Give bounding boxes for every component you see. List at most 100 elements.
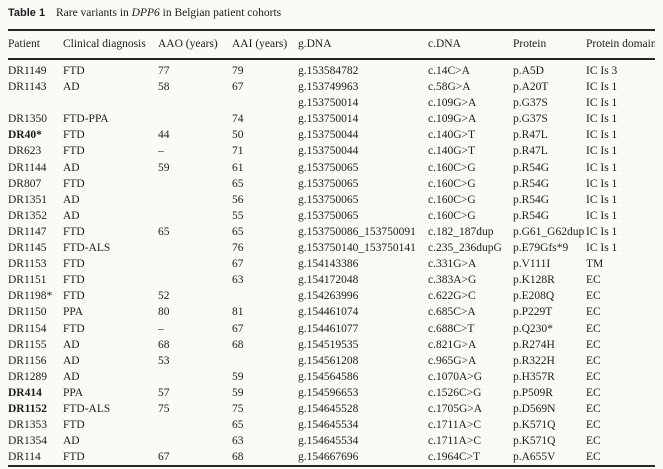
cell-protein: p.K571Q (513, 435, 556, 448)
cell-domain: IC Is 1 (586, 81, 618, 94)
cell-aai: 50 (232, 129, 244, 142)
cell-cdna: c.182_187dup (428, 225, 494, 238)
cell-patient: DR1154 (8, 322, 47, 335)
cell-domain: EC (586, 338, 601, 351)
cell-aao: 67 (158, 451, 170, 464)
cell-cdna: c.821G>A (428, 338, 477, 351)
cell-aao (158, 95, 232, 111)
cell-cdna: c.235_236dupG (428, 242, 502, 255)
cell-aao: 52 (158, 290, 170, 303)
cell-gdna: g.154596653 (298, 386, 359, 399)
cell-cdna: c.622G>C (428, 290, 476, 303)
cell-domain: IC Is 1 (586, 193, 618, 206)
column-header-cdna: c.DNA (428, 29, 513, 60)
cell-aai: 81 (232, 306, 244, 319)
cell-cdna: c.109G>A (428, 97, 477, 110)
cell-gdna: g.154172048 (298, 274, 359, 287)
cell-aao: 53 (158, 354, 170, 367)
cell-gdna: g.153749963 (298, 81, 359, 94)
cell-domain: IC Is 1 (586, 129, 618, 142)
cell-protein: p.R54G (513, 161, 550, 174)
cell-patient: DR1151 (8, 274, 47, 287)
cell-patient: DR623 (8, 145, 42, 158)
cell-cdna: c.1526C>G (428, 386, 482, 399)
cell-protein: p.G37S (513, 97, 548, 110)
cell-aao (158, 256, 232, 272)
cell-patient: DR1150 (8, 306, 47, 319)
cell-aai (232, 95, 298, 111)
cell-gdna: g.154645534 (298, 435, 359, 448)
table-row: DR1150 PPA 80 81 g.154461074 c.685C>A p.P229T E… (8, 304, 655, 320)
cell-aai: 75 (232, 402, 244, 415)
cell-domain: EC (586, 419, 601, 432)
cell-domain: IC Is 1 (586, 225, 618, 238)
cell-gdna: g.154667696 (298, 451, 359, 464)
cell-diagnosis: FTD (63, 258, 85, 271)
cell-patient: DR1354 (8, 435, 47, 448)
cell-patient: DR1153 (8, 258, 47, 271)
cell-diagnosis: AD (63, 435, 80, 448)
cell-domain: IC Is 3 (586, 65, 618, 77)
cell-aai: 74 (232, 113, 244, 126)
cell-diagnosis: FTD (63, 145, 85, 158)
cell-diagnosis: AD (63, 338, 80, 351)
cell-diagnosis: FTD-ALS (63, 402, 111, 415)
cell-domain: EC (586, 402, 601, 415)
cell-gdna: g.153750140_153750141 (298, 242, 416, 255)
table-row: DR1351 AD 56 g.153750065 c.160C>G p.R54G IC Is… (8, 192, 655, 208)
cell-cdna: c.965G>A (428, 354, 477, 367)
cell-gdna: g.154461074 (298, 306, 359, 319)
cell-protein: p.R54G (513, 177, 550, 190)
cell-diagnosis: AD (63, 161, 80, 174)
cell-aao: 59 (158, 161, 170, 174)
cell-gdna: g.154564586 (298, 370, 359, 383)
table-row: DR1154 FTD – 67 g.154461077 c.688C>T p.Q230* EC (8, 321, 655, 337)
cell-aai (232, 353, 298, 369)
cell-domain: IC Is 1 (586, 209, 618, 222)
cell-protein: p.D569N (513, 402, 556, 415)
variants-table: Patient Clinical diagnosis AAO (years) A… (8, 29, 655, 467)
cell-domain: IC Is 1 (586, 242, 618, 255)
cell-aai: 67 (232, 258, 244, 271)
cell-protein: p.H357R (513, 370, 555, 383)
column-header-protein: Protein (513, 29, 586, 60)
table-row: DR1156 AD 53 g.154561208 c.965G>A p.R322H EC (8, 353, 655, 369)
cell-diagnosis: AD (63, 81, 80, 94)
cell-domain: EC (586, 451, 601, 464)
cell-protein: p.E208Q (513, 290, 555, 303)
cell-domain: TM (586, 258, 604, 271)
cell-patient: DR1353 (8, 419, 47, 432)
cell-patient: DR1352 (8, 209, 47, 222)
table-caption: Table 1 Rare variants in DPP6 in Belgian… (8, 6, 655, 21)
cell-aao: – (158, 145, 164, 158)
table-row: DR1144 AD 59 61 g.153750065 c.160C>G p.R54G IC … (8, 160, 655, 176)
table-row: DR1289 AD 59 g.154564586 c.1070A>G p.H357R EC (8, 369, 655, 385)
column-header-aao: AAO (years) (158, 29, 232, 60)
cell-patient: DR414 (8, 386, 42, 399)
cell-domain: EC (586, 274, 601, 287)
cell-diagnosis: PPA (63, 386, 84, 399)
cell-protein: p.A5D (513, 65, 544, 77)
cell-aao (158, 433, 232, 449)
cell-protein: p.A20T (513, 81, 549, 94)
cell-aai: 59 (232, 386, 244, 399)
cell-gdna: g.153750014 (298, 113, 359, 126)
cell-gdna: g.153750014 (298, 97, 359, 110)
cell-domain: EC (586, 370, 601, 383)
table-row: DR1143 AD 58 67 g.153749963 c.58G>A p.A20T IC I… (8, 79, 655, 95)
cell-gdna: g.154645534 (298, 419, 359, 432)
cell-gdna: g.153584782 (298, 65, 359, 77)
cell-patient: DR114 (8, 451, 41, 464)
cell-protein: p.A655V (513, 451, 556, 464)
cell-aai: 67 (232, 81, 244, 94)
cell-gdna: g.153750065 (298, 193, 359, 206)
cell-gdna: g.154561208 (298, 354, 359, 367)
cell-cdna: c.109G>A (428, 113, 477, 126)
cell-diagnosis: AD (63, 354, 80, 367)
cell-aao: – (158, 322, 164, 335)
cell-aai (232, 288, 298, 304)
cell-aao: 58 (158, 81, 170, 94)
cell-aao (158, 417, 232, 433)
column-header-patient: Patient (8, 29, 63, 60)
